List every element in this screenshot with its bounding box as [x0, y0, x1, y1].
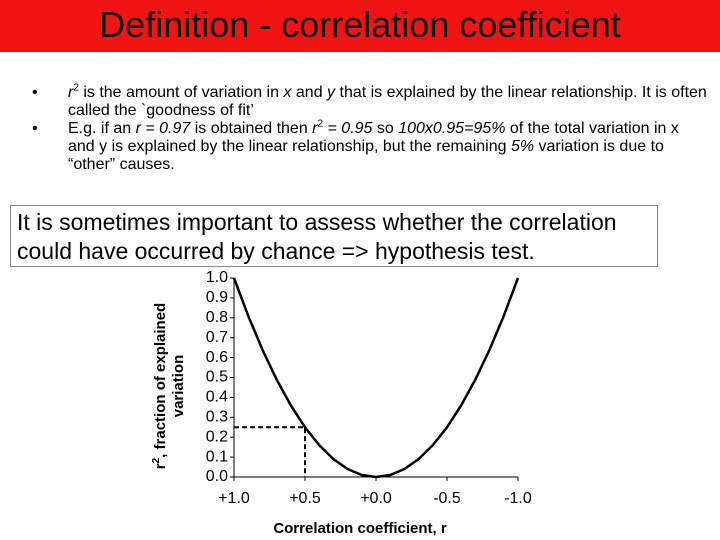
text-run: is obtained then — [190, 120, 313, 137]
text-run: y — [327, 84, 336, 101]
text-run: r = 0.97 — [135, 120, 191, 137]
x-tick-label: +0.0 — [360, 490, 392, 507]
x-tick-label: +1.0 — [218, 490, 250, 507]
y-tick-label: 1.0 — [206, 269, 228, 286]
y-tick-label: 0.1 — [206, 448, 228, 465]
y-tick-label: 0.9 — [206, 289, 228, 306]
bullet: E.g. if an r = 0.97 is obtained then r2 … — [32, 118, 708, 174]
bullet: r2 is the amount of variation in x and y… — [32, 82, 708, 120]
x-tick-label: +0.5 — [289, 490, 321, 507]
y-tick-label: 0.6 — [206, 349, 228, 366]
text-run: = 0.95 — [323, 120, 373, 137]
text-run: that is explained by the linear relation… — [68, 84, 707, 119]
text-run: is the amount of variation in — [78, 84, 284, 101]
text-run: 5% — [510, 138, 535, 155]
title-bar — [0, 0, 720, 52]
text-run: 2 — [317, 118, 324, 130]
bullet-list: r2 is the amount of variation in x and y… — [32, 82, 708, 174]
text-run: 100x0.95=95% — [398, 120, 506, 137]
x-tick-label: -1.0 — [504, 490, 532, 507]
x-tick-label: -0.5 — [433, 490, 461, 507]
text-run: 2 — [73, 82, 79, 94]
text-run: so — [372, 120, 399, 137]
callout: It is sometimes important to assess whet… — [10, 205, 658, 267]
text-run: x — [283, 84, 292, 101]
text-run: r — [312, 120, 318, 137]
text-run: E.g. if an — [68, 120, 136, 137]
text-run: and — [291, 84, 328, 101]
y-tick-label: 0.3 — [206, 409, 228, 426]
y-tick-label: 0.5 — [206, 369, 228, 386]
text-run: variation is due to “other” causes. — [68, 138, 664, 173]
reference-guide — [234, 426, 306, 477]
text-run: r — [68, 84, 74, 101]
y-tick-label: 0.7 — [206, 329, 228, 346]
y-tick-label: 0.8 — [206, 309, 228, 326]
line — [232, 277, 520, 479]
y-tick-label: 0.4 — [206, 389, 228, 406]
y-tick-label: 0.0 — [206, 468, 228, 485]
slide-title: Definition - correlation coefficient — [99, 4, 621, 45]
text-run: of the total variation in x and y is exp… — [68, 120, 679, 155]
x-axis-label: Correlation coefficient, r — [273, 520, 447, 537]
y-tick-label: 0.2 — [206, 428, 228, 445]
